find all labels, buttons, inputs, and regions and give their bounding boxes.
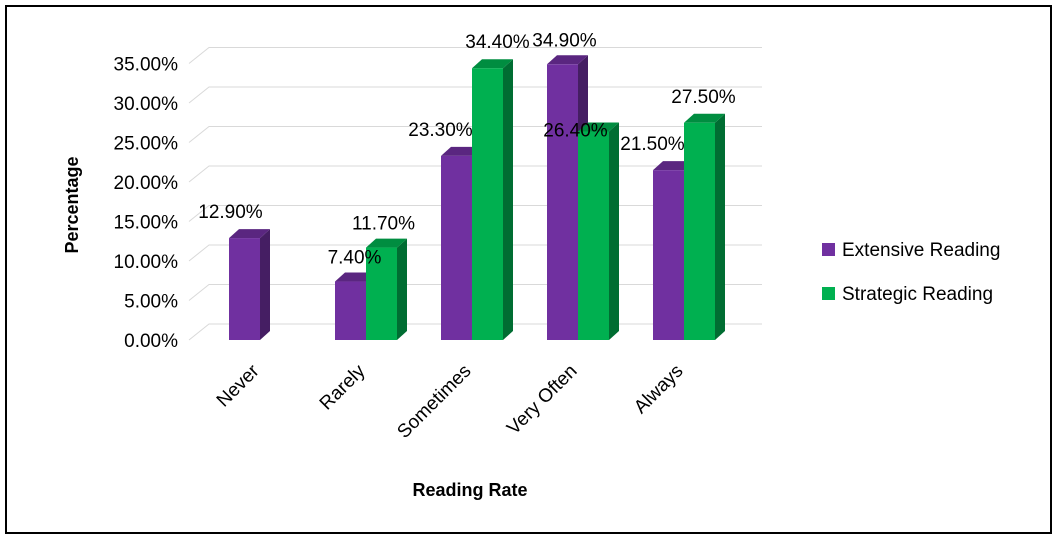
- y-tick-label: 25.00%: [114, 134, 179, 155]
- legend-item: Strategic Reading: [822, 284, 993, 305]
- legend-swatch: [822, 243, 835, 256]
- data-label: 11.70%: [352, 214, 415, 235]
- data-label: 12.90%: [198, 202, 263, 223]
- y-tick-label: 0.00%: [124, 331, 178, 352]
- legend-item: Extensive Reading: [822, 240, 1000, 261]
- y-axis-ticks: 0.00% 5.00% 10.00% 15.00% 20.00% 25.00% 30.00%…: [114, 55, 179, 353]
- y-tick-label: 5.00%: [124, 292, 178, 313]
- bar-strategic-very-often: [578, 122, 619, 340]
- bar-strategic-rarely: [366, 238, 407, 340]
- y-tick-label: 35.00%: [114, 55, 179, 76]
- data-labels: 12.90% 7.40% 11.70% 23.30% 34.40% 34.90% 26.40…: [198, 30, 736, 268]
- gridline: [188, 47, 762, 64]
- x-axis-ticks: Never Rarely Sometimes Very Often Always: [213, 360, 688, 443]
- legend-label: Strategic Reading: [842, 284, 993, 305]
- y-tick-label: 10.00%: [114, 252, 179, 273]
- bar-strategic-always: [684, 113, 725, 340]
- x-axis-title: Reading Rate: [412, 480, 527, 500]
- y-tick-label: 20.00%: [114, 173, 179, 194]
- data-label: 34.90%: [532, 30, 597, 51]
- legend: Extensive Reading Strategic Reading: [822, 240, 1000, 305]
- data-label: 26.40%: [543, 120, 608, 141]
- y-tick-label: 15.00%: [114, 213, 179, 234]
- y-tick-label: 30.00%: [114, 94, 179, 115]
- x-tick-label: Very Often: [503, 361, 581, 439]
- x-tick-label: Never: [213, 360, 264, 411]
- data-label: 23.30%: [408, 120, 473, 141]
- data-label: 21.50%: [620, 134, 685, 155]
- data-label: 27.50%: [671, 87, 736, 108]
- bar-extensive-never: [229, 229, 270, 340]
- data-label: 7.40%: [328, 248, 382, 269]
- legend-label: Extensive Reading: [842, 240, 1000, 261]
- legend-swatch: [822, 287, 835, 300]
- bar-strategic-sometimes: [472, 59, 513, 341]
- x-tick-label: Rarely: [316, 360, 370, 414]
- x-tick-label: Sometimes: [393, 361, 475, 443]
- chart-frame: [5, 5, 1052, 534]
- x-tick-label: Always: [630, 361, 687, 418]
- y-axis-title: Percentage: [62, 156, 82, 253]
- data-label: 34.40%: [465, 32, 530, 53]
- bars: [229, 55, 725, 341]
